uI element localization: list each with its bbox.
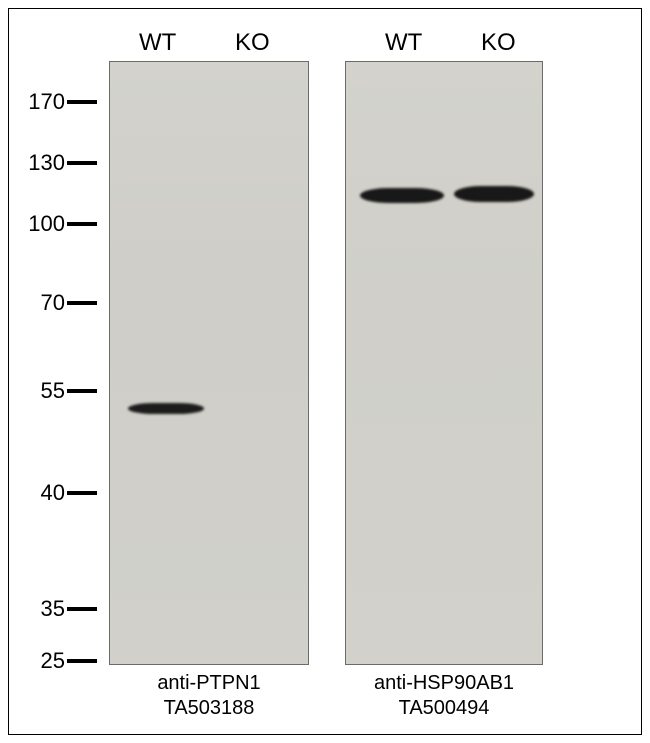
band-ptpn1-wt [128, 403, 204, 414]
lane-header-right-wt: WT [385, 29, 422, 57]
mw-label: 70 [27, 290, 67, 316]
mw-row: 55 [27, 381, 97, 401]
mw-tick [67, 659, 97, 663]
figure-content: 170 130 100 70 55 40 [27, 29, 623, 716]
lane-header-left-wt: WT [139, 29, 176, 57]
caption-right: anti-HSP90AB1 TA500494 [335, 671, 553, 721]
caption-left-line2: TA503188 [109, 696, 309, 721]
band-hsp90-wt [360, 188, 444, 203]
mw-tick [67, 161, 97, 165]
blot-left [109, 61, 309, 665]
caption-left-line1: anti-PTPN1 [109, 671, 309, 696]
mw-label: 55 [27, 378, 67, 404]
mw-row: 35 [27, 599, 97, 619]
mw-row: 170 [27, 92, 97, 112]
mw-label: 35 [27, 596, 67, 622]
mw-tick [67, 222, 97, 226]
figure-border: 170 130 100 70 55 40 [8, 8, 642, 735]
caption-right-line2: TA500494 [335, 696, 553, 721]
mw-label: 100 [27, 211, 67, 237]
mw-tick [67, 389, 97, 393]
mw-marker-labels: 170 130 100 70 55 40 [27, 59, 93, 659]
mw-label: 40 [27, 480, 67, 506]
lane-header-left-ko: KO [235, 29, 270, 57]
caption-right-line1: anti-HSP90AB1 [335, 671, 553, 696]
mw-tick [67, 607, 97, 611]
mw-row: 40 [27, 483, 97, 503]
caption-left: anti-PTPN1 TA503188 [109, 671, 309, 721]
lane-header-right-ko: KO [481, 29, 516, 57]
mw-label: 130 [27, 150, 67, 176]
mw-row: 100 [27, 214, 97, 234]
mw-label: 25 [27, 648, 67, 674]
mw-row: 130 [27, 153, 97, 173]
blot-right [345, 61, 543, 665]
mw-row: 70 [27, 293, 97, 313]
mw-tick [67, 491, 97, 495]
mw-label: 170 [27, 89, 67, 115]
mw-tick [67, 100, 97, 104]
band-hsp90-ko [454, 186, 534, 202]
mw-tick [67, 301, 97, 305]
mw-row: 25 [27, 651, 97, 671]
